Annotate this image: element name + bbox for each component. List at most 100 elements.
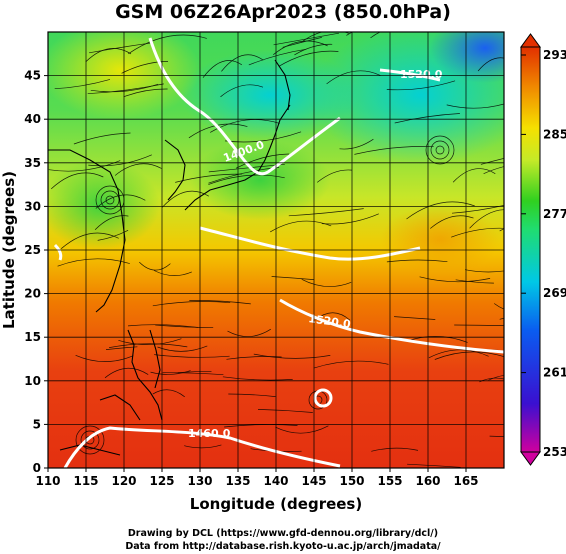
y-tick-label: 0: [33, 461, 41, 475]
x-axis-ticks: 110 115 120 125 130 135 140 145 150 155 160 165: [35, 468, 479, 488]
y-tick-label: 45: [24, 69, 41, 83]
streamline: [152, 389, 185, 398]
streamline: [451, 205, 504, 214]
streamline: [483, 166, 504, 175]
streamline: [407, 463, 461, 468]
streamline: [222, 376, 293, 381]
streamline: [253, 353, 331, 359]
streamline: [406, 201, 475, 220]
streamline: [313, 360, 389, 369]
streamline: [273, 32, 339, 46]
streamline: [73, 132, 131, 145]
y-tick-label: 40: [24, 112, 41, 126]
streamline: [54, 79, 111, 90]
streamline: [301, 278, 352, 287]
streamline: [188, 123, 248, 139]
colorbar-tick-label: 293: [543, 48, 566, 62]
streamline: [175, 173, 242, 183]
streamline: [162, 372, 224, 376]
streamline: [428, 349, 489, 359]
streamline: [469, 209, 504, 229]
streamline: [394, 113, 460, 124]
streamline: [227, 328, 271, 337]
vortex-ring: [425, 135, 455, 165]
streamline: [177, 32, 179, 33]
y-axis-ticks: 0 5 10 15 20 25 30 35 40 45: [24, 69, 48, 475]
streamline: [455, 279, 494, 284]
streamline: [275, 425, 329, 434]
lat-lon-grid: [48, 32, 504, 468]
y-tick-label: 15: [24, 330, 41, 344]
streamline: [104, 367, 149, 379]
streamline: [386, 80, 456, 91]
x-tick-label: 130: [187, 474, 212, 488]
streamline: [488, 374, 504, 381]
contour-label-1520: 1520.0: [308, 312, 352, 331]
streamline: [57, 258, 130, 267]
x-tick-label: 135: [225, 474, 250, 488]
streamline: [235, 153, 290, 169]
vortex-ring: [100, 190, 120, 210]
colorbar-scale: [520, 46, 541, 453]
y-tick-label: 10: [24, 374, 41, 388]
streamline: [452, 168, 496, 183]
streamline: [89, 42, 154, 54]
streamline: [257, 409, 313, 413]
streamline: [152, 301, 231, 307]
streamline: [94, 215, 129, 230]
x-tick-label: 165: [453, 474, 478, 488]
x-tick-label: 125: [149, 474, 174, 488]
x-tick-label: 140: [263, 474, 288, 488]
y-tick-label: 30: [24, 199, 41, 213]
streamline: [208, 174, 285, 185]
vortex-ring: [105, 195, 115, 205]
x-tick-label: 160: [415, 474, 440, 488]
streamline: [202, 60, 242, 78]
colorbar-tick-label: 285: [543, 127, 566, 141]
colorbar: 293 285 277 269 261 253: [520, 33, 566, 466]
chart-title: GSM 06Z26Apr2023 (850.0hPa): [115, 1, 451, 23]
vortex-ring: [430, 140, 450, 160]
streamline: [465, 269, 504, 273]
streamline: [155, 324, 214, 329]
x-tick-label: 145: [301, 474, 326, 488]
streamline: [88, 154, 152, 167]
colorbar-bottom-arrow: [520, 451, 541, 466]
y-tick-label: 20: [24, 287, 41, 301]
streamline: [408, 336, 468, 343]
streamline: [228, 393, 276, 397]
streamline: [184, 444, 222, 449]
x-axis-title: Longitude (degrees): [190, 495, 362, 513]
streamline: [75, 354, 134, 362]
streamline: [326, 70, 381, 85]
vortex-ring: [80, 430, 100, 450]
streamline: [370, 32, 381, 39]
streamline: [90, 83, 159, 93]
streamline: [278, 50, 339, 67]
streamline: [210, 119, 280, 133]
streamline: [386, 259, 448, 263]
y-tick-label: 25: [24, 243, 41, 257]
x-tick-label: 150: [339, 474, 364, 488]
streamline: [150, 370, 191, 375]
streamline: [226, 356, 282, 360]
streamline: [419, 276, 491, 283]
streamline: [177, 370, 212, 373]
streamline: [139, 261, 171, 271]
streamline: [282, 37, 322, 48]
wind-streamlines: [48, 32, 504, 468]
temperature-field: [48, 32, 504, 468]
colorbar-tick-label: 253: [543, 445, 566, 459]
height-contours: [53, 37, 504, 468]
streamline: [489, 435, 504, 437]
streamline: [97, 229, 129, 241]
streamline: [271, 276, 314, 280]
streamline: [346, 32, 354, 36]
streamline: [162, 190, 209, 208]
streamline: [95, 194, 146, 209]
streamline: [493, 303, 504, 310]
streamline: [454, 324, 504, 326]
streamline: [87, 83, 164, 95]
streamline: [224, 131, 302, 143]
